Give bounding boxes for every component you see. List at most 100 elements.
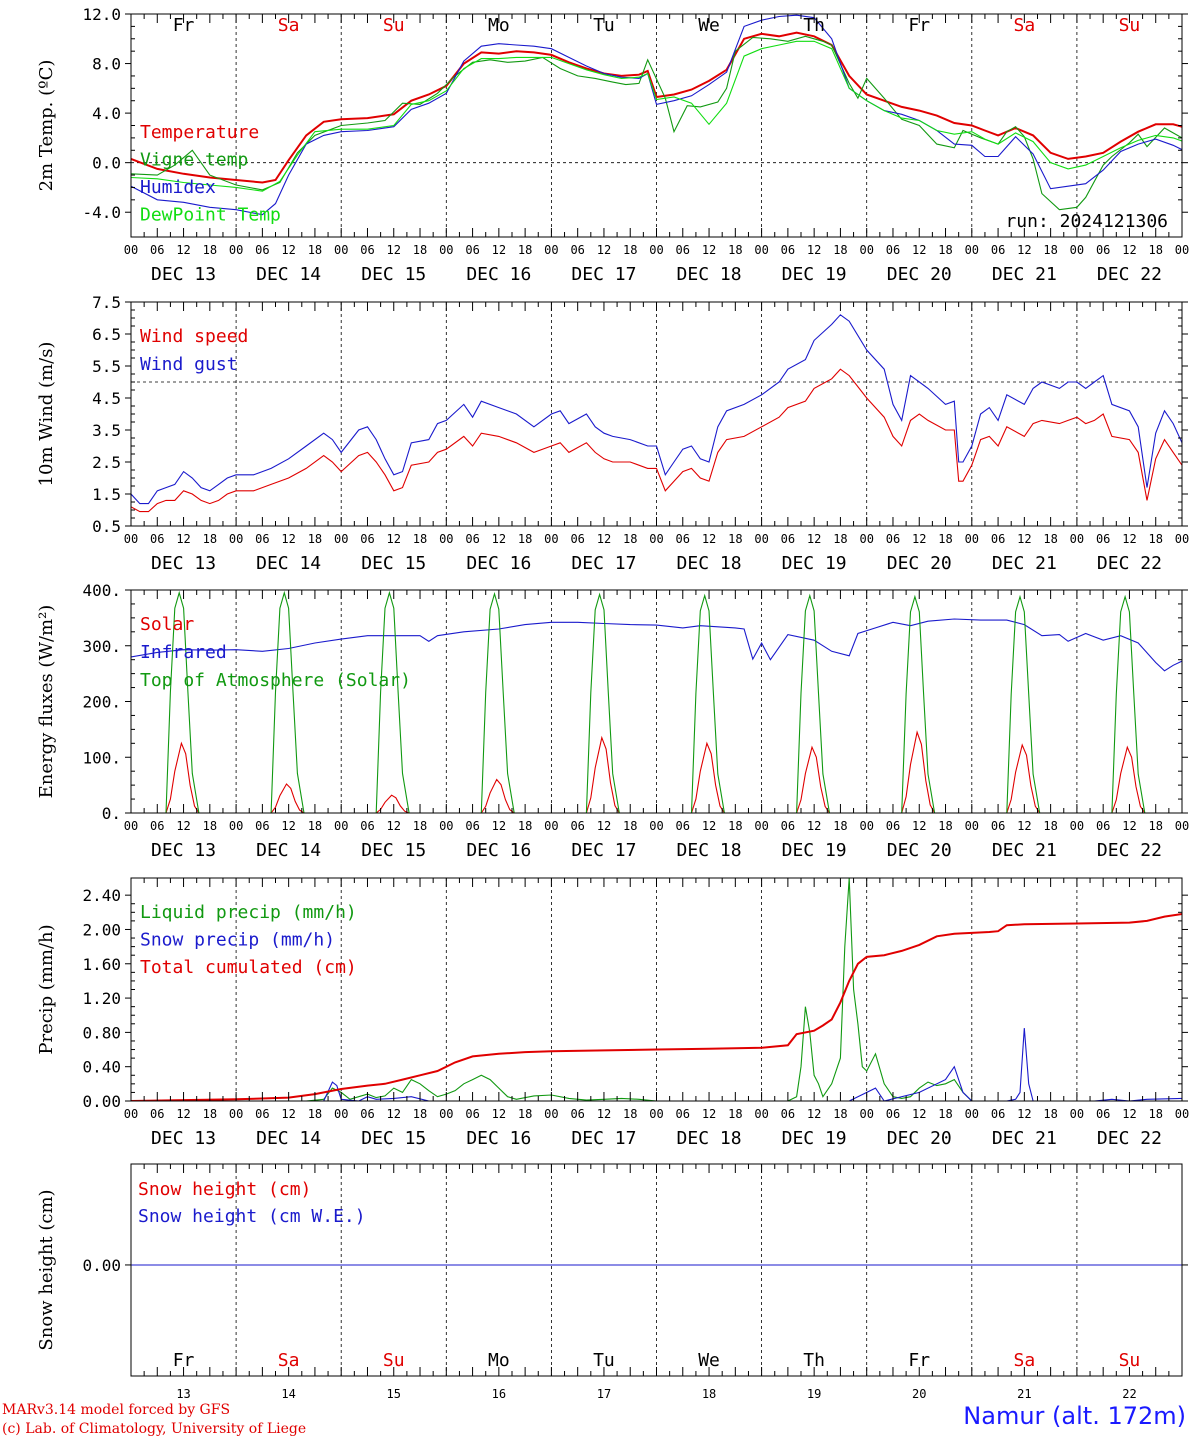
- date-label: DEC 16: [466, 264, 531, 285]
- weekday-label: Su: [383, 15, 405, 36]
- date-label: DEC 22: [1097, 264, 1162, 285]
- weekday-label: Su: [383, 1350, 405, 1371]
- date-label: DEC 18: [677, 840, 742, 861]
- date-label: DEC 19: [782, 840, 847, 861]
- y-tick-label: 2.40: [82, 886, 121, 905]
- y-axis-label: 10m Wind (m/s): [36, 342, 57, 487]
- weekday-label: Mo: [488, 15, 510, 36]
- legend-entry: DewPoint Temp: [140, 205, 281, 226]
- hour-label: 12: [1017, 532, 1031, 546]
- hour-label: 18: [623, 819, 637, 833]
- y-tick-label: 0.80: [82, 1023, 121, 1042]
- hour-label: 18: [833, 1107, 847, 1121]
- plot-frame: [130, 589, 1183, 814]
- y-tick-label: 200.: [82, 693, 121, 712]
- hour-label: 12: [597, 819, 611, 833]
- hour-label: 00: [544, 1107, 558, 1121]
- y-tick-label: 1.60: [82, 955, 121, 974]
- hour-label: 06: [1096, 243, 1110, 257]
- hour-label: 06: [1096, 1107, 1110, 1121]
- hour-label: 12: [387, 819, 401, 833]
- hour-label: 00: [439, 532, 453, 546]
- hour-label: 06: [465, 819, 479, 833]
- date-label: DEC 18: [677, 553, 742, 574]
- date-label: DEC 15: [361, 840, 426, 861]
- panel-5: [125, 1163, 1188, 1377]
- date-label: DEC 21: [992, 840, 1057, 861]
- hour-label: 06: [1096, 532, 1110, 546]
- weekday-label: Sa: [278, 15, 300, 36]
- hour-label: 06: [676, 819, 690, 833]
- hour-label: 00: [439, 1107, 453, 1121]
- hour-label: 00: [229, 819, 243, 833]
- hour-label: 12: [176, 532, 190, 546]
- y-tick-label: -4.0: [82, 203, 121, 222]
- hour-label: 00: [334, 243, 348, 257]
- hour-label: 00: [859, 243, 873, 257]
- day-number: 17: [597, 1387, 611, 1400]
- y-axis-label: Energy fluxes (W/m²): [36, 605, 57, 799]
- hour-label: 18: [308, 819, 322, 833]
- hour-label: 12: [1122, 1107, 1136, 1121]
- hour-label: 00: [754, 819, 768, 833]
- day-number: 14: [281, 1387, 295, 1400]
- date-label: DEC 14: [256, 840, 321, 861]
- date-label: DEC 20: [887, 1128, 952, 1149]
- y-tick-label: 0.00: [82, 1092, 121, 1111]
- hour-label: 00: [649, 1107, 663, 1121]
- hour-label: 00: [1070, 243, 1084, 257]
- hour-label: 18: [623, 243, 637, 257]
- hour-label: 00: [439, 819, 453, 833]
- legend-entry: Wind gust: [140, 354, 238, 375]
- legend-entry: Wind speed: [140, 326, 248, 347]
- date-label: DEC 17: [571, 264, 636, 285]
- hour-label: 00: [439, 243, 453, 257]
- date-label: DEC 14: [256, 553, 321, 574]
- hour-label: 12: [597, 532, 611, 546]
- hour-label: 06: [150, 243, 164, 257]
- hour-label: 06: [360, 819, 374, 833]
- hour-label: 18: [203, 819, 217, 833]
- hour-label: 00: [1070, 1107, 1084, 1121]
- y-tick-label: 2.00: [82, 920, 121, 939]
- series-humidex-line: [131, 14, 1182, 216]
- hour-label: 00: [649, 532, 663, 546]
- date-label: DEC 16: [466, 840, 531, 861]
- panel-2: [125, 301, 1188, 527]
- hour-label: 00: [229, 532, 243, 546]
- hour-label: 00: [124, 1107, 138, 1121]
- series-total-cumulated-cm-line: [131, 912, 1182, 1101]
- hour-label: 06: [991, 1107, 1005, 1121]
- hour-label: 06: [465, 243, 479, 257]
- weekday-label: Su: [1119, 1350, 1141, 1371]
- hour-label: 00: [124, 819, 138, 833]
- y-tick-label: 1.5: [92, 485, 121, 504]
- hour-label: 18: [728, 243, 742, 257]
- hour-label: 12: [702, 819, 716, 833]
- hour-label: 18: [1043, 819, 1057, 833]
- hour-label: 18: [728, 1107, 742, 1121]
- hour-label: 12: [492, 819, 506, 833]
- hour-label: 18: [308, 1107, 322, 1121]
- hour-label: 00: [124, 243, 138, 257]
- weekday-label: Fr: [173, 1350, 195, 1371]
- hour-label: 18: [413, 819, 427, 833]
- hour-label: 06: [360, 243, 374, 257]
- hour-label: 06: [150, 1107, 164, 1121]
- hour-label: 00: [544, 243, 558, 257]
- hour-label: 12: [1122, 243, 1136, 257]
- date-label: DEC 19: [782, 264, 847, 285]
- hour-label: 00: [1070, 819, 1084, 833]
- hour-label: 00: [859, 532, 873, 546]
- hour-label: 12: [492, 1107, 506, 1121]
- y-tick-label: 0.0: [92, 154, 121, 173]
- date-label: DEC 15: [361, 1128, 426, 1149]
- hour-label: 06: [991, 243, 1005, 257]
- date-label: DEC 13: [151, 264, 216, 285]
- hour-label: 06: [465, 532, 479, 546]
- hour-label: 18: [1043, 532, 1057, 546]
- hour-label: 12: [176, 1107, 190, 1121]
- hour-label: 06: [781, 819, 795, 833]
- hour-label: 06: [1096, 819, 1110, 833]
- hour-label: 06: [570, 1107, 584, 1121]
